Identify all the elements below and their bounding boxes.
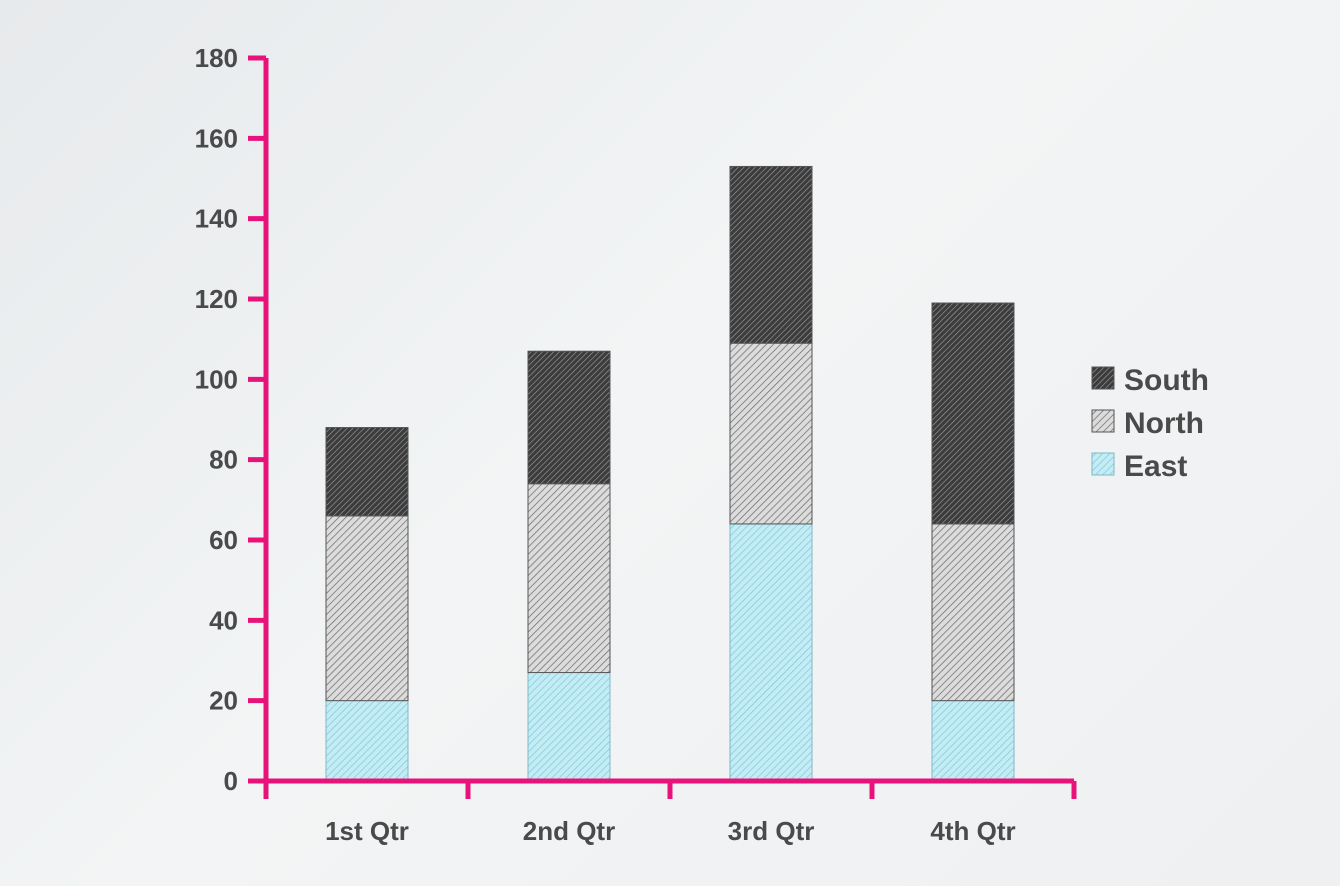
bar-south-2 bbox=[527, 350, 611, 485]
bar-north-1 bbox=[325, 515, 409, 702]
y-tick-label: 160 bbox=[195, 123, 238, 153]
x-tick-label: 4th Qtr bbox=[930, 816, 1015, 846]
y-tick-label: 0 bbox=[224, 766, 238, 796]
y-tick-label: 60 bbox=[209, 525, 238, 555]
bar-east-1 bbox=[325, 700, 409, 782]
y-tick-label: 100 bbox=[195, 364, 238, 394]
x-tick-label: 2nd Qtr bbox=[523, 816, 615, 846]
y-tick-label: 40 bbox=[209, 605, 238, 635]
y-tick-label: 140 bbox=[195, 204, 238, 234]
bar-north-2 bbox=[527, 483, 611, 674]
bar-east-4 bbox=[931, 700, 1015, 782]
bar-east-3 bbox=[729, 523, 813, 782]
bars-layer bbox=[325, 165, 1015, 782]
y-tick-label: 80 bbox=[209, 445, 238, 475]
bar-east-2 bbox=[527, 672, 611, 782]
legend: South North East bbox=[1091, 364, 1209, 483]
legend-label-north: North bbox=[1124, 407, 1204, 440]
y-tick-label: 20 bbox=[209, 686, 238, 716]
legend-swatch-south bbox=[1091, 366, 1115, 390]
y-tick-label: 120 bbox=[195, 284, 238, 314]
legend-label-south: South bbox=[1124, 364, 1209, 397]
axes-layer bbox=[248, 55, 1077, 799]
bar-south-4 bbox=[931, 302, 1015, 525]
y-tick-label: 180 bbox=[195, 43, 238, 73]
bar-north-3 bbox=[729, 342, 813, 525]
bar-north-4 bbox=[931, 523, 1015, 702]
labels-layer: 1st Qtr 2nd Qtr 3rd Qtr 4th Qtr 0 20 40 60 80 100… bbox=[195, 43, 1016, 846]
legend-label-east: East bbox=[1124, 450, 1187, 483]
x-tick-label: 1st Qtr bbox=[325, 816, 409, 846]
bar-south-3 bbox=[729, 165, 813, 344]
legend-swatch-north bbox=[1091, 409, 1115, 433]
x-tick-label: 3rd Qtr bbox=[728, 816, 815, 846]
bar-south-1 bbox=[325, 427, 409, 517]
legend-swatch-east bbox=[1091, 452, 1115, 476]
